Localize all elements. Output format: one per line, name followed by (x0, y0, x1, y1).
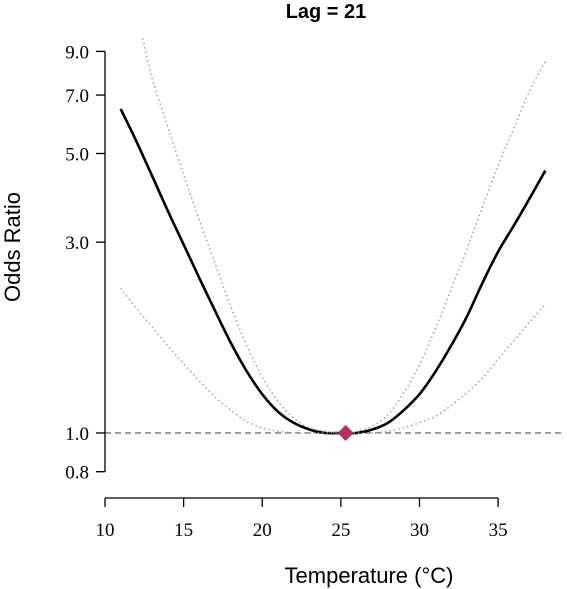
y-tick-label: 1.0 (65, 424, 89, 445)
y-tick-label: 5.0 (65, 144, 89, 165)
x-tick-label: 20 (253, 520, 272, 541)
x-tick-label: 35 (489, 520, 508, 541)
y-tick-label: 0.8 (65, 463, 89, 484)
y-tick-label: 7.0 (65, 86, 89, 107)
plot-area (105, 38, 561, 441)
series-group (119, 38, 547, 435)
chart-title: Lag = 21 (286, 1, 367, 23)
y-axis: 0.8 1.0 3.0 5.0 7.0 9.0 (65, 42, 106, 484)
x-tick-label: 30 (410, 520, 429, 541)
y-tick-label: 3.0 (65, 233, 89, 254)
x-axis-label: Temperature (°C) (285, 563, 454, 588)
x-tick-label: 10 (96, 520, 115, 541)
minimum-point-marker (337, 424, 354, 441)
series-line-estimate (119, 108, 547, 435)
y-tick-label: 9.0 (65, 42, 89, 63)
series-line-lower-ci (120, 287, 546, 434)
y-axis-label: Odds Ratio (0, 192, 25, 302)
series-line-upper-ci (142, 38, 546, 434)
x-axis: 10 15 20 25 30 35 (96, 497, 508, 541)
x-tick-label: 25 (331, 520, 350, 541)
x-tick-label: 15 (174, 520, 193, 541)
